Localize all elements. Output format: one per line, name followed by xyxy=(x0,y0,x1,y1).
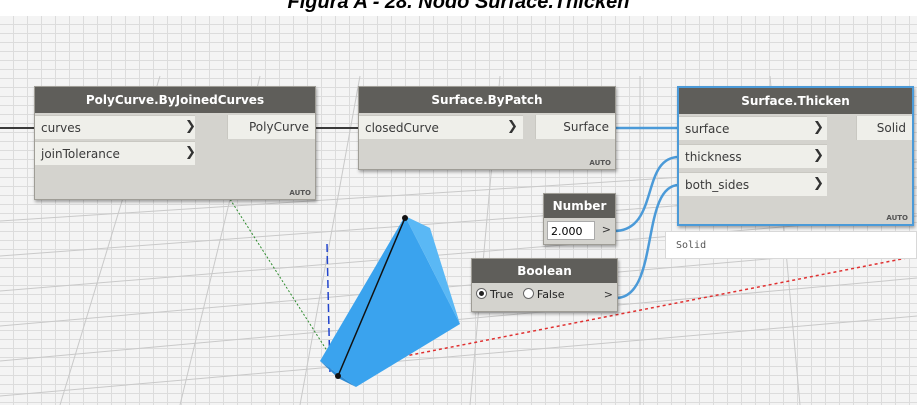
node-title: Surface.ByPatch xyxy=(359,87,615,113)
input-port-join-tolerance[interactable]: joinTolerance xyxy=(35,141,195,165)
port-label: thickness xyxy=(685,150,742,164)
number-value: 2.000 xyxy=(551,225,583,238)
input-port-surface[interactable]: surface xyxy=(679,116,827,140)
radio-button-icon xyxy=(522,288,534,299)
lacing-label: AUTO xyxy=(289,189,311,197)
port-label: PolyCurve xyxy=(249,120,309,134)
node-title: Surface.Thicken xyxy=(679,88,912,114)
chevron-right-icon: ❯ xyxy=(813,148,824,163)
port-label: curves xyxy=(41,121,81,135)
node-surface-thicken[interactable]: Surface.Thicken surface ❯ thickness ❯ bo… xyxy=(677,86,914,226)
output-port-solid[interactable]: Solid xyxy=(856,116,912,140)
output-port-surface[interactable]: Surface xyxy=(535,115,615,139)
port-label: joinTolerance xyxy=(41,147,120,161)
figure-caption: Figura A - 28. Nodo Surface.Thicken xyxy=(287,0,630,13)
input-port-closed-curve[interactable]: closedCurve xyxy=(359,115,523,139)
output-port-number[interactable]: > xyxy=(601,223,611,236)
port-label: closedCurve xyxy=(365,121,439,135)
number-input[interactable]: 2.000 xyxy=(547,221,595,240)
chevron-right-icon: ❯ xyxy=(185,145,196,160)
lacing-label: AUTO xyxy=(589,159,611,167)
node-number[interactable]: Number 2.000 > xyxy=(543,193,616,245)
radio-true[interactable]: True xyxy=(476,288,513,301)
input-port-curves[interactable]: curves xyxy=(35,115,195,139)
chevron-right-icon: ❯ xyxy=(813,120,824,135)
input-port-thickness[interactable]: thickness xyxy=(679,144,827,168)
output-port-boolean[interactable]: > xyxy=(603,288,613,301)
port-label: Surface xyxy=(563,120,609,134)
boolean-options: True False xyxy=(476,288,565,301)
chevron-right-icon: ❯ xyxy=(507,119,518,134)
preview-value: Solid xyxy=(676,240,707,251)
radio-false[interactable]: False xyxy=(522,288,565,301)
preview-bubble[interactable]: Solid xyxy=(665,231,917,259)
port-label: both_sides xyxy=(685,178,750,192)
graph-canvas[interactable]: PolyCurve.ByJoinedCurves curves ❯ joinTo… xyxy=(0,16,917,405)
node-title: PolyCurve.ByJoinedCurves xyxy=(35,87,315,113)
port-label: Solid xyxy=(876,121,906,135)
solid-preview xyxy=(320,215,460,387)
output-port-polycurve[interactable]: PolyCurve xyxy=(227,115,315,139)
radio-button-icon xyxy=(476,288,487,299)
node-title: Boolean xyxy=(472,259,617,283)
port-label: surface xyxy=(685,122,730,136)
input-port-both-sides[interactable]: both_sides xyxy=(679,172,827,196)
node-polycurve-by-joined-curves[interactable]: PolyCurve.ByJoinedCurves curves ❯ joinTo… xyxy=(34,86,316,200)
node-title: Number xyxy=(544,194,615,218)
node-surface-by-patch[interactable]: Surface.ByPatch closedCurve ❯ Surface AU… xyxy=(358,86,616,170)
chevron-right-icon: ❯ xyxy=(813,176,824,191)
chevron-right-icon: ❯ xyxy=(185,119,196,134)
node-boolean[interactable]: Boolean True False > xyxy=(471,258,618,312)
lacing-label: AUTO xyxy=(886,214,908,222)
